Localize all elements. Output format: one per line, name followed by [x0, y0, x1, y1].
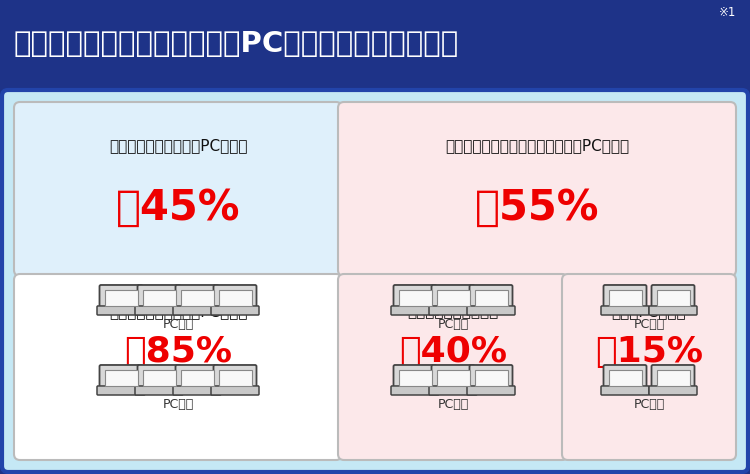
FancyBboxPatch shape	[652, 285, 694, 311]
FancyBboxPatch shape	[0, 0, 750, 88]
FancyBboxPatch shape	[338, 102, 736, 276]
FancyBboxPatch shape	[436, 290, 470, 306]
FancyBboxPatch shape	[475, 370, 508, 386]
FancyBboxPatch shape	[649, 306, 697, 315]
FancyBboxPatch shape	[608, 370, 641, 386]
FancyBboxPatch shape	[398, 290, 431, 306]
FancyBboxPatch shape	[104, 290, 137, 306]
FancyBboxPatch shape	[601, 306, 649, 315]
Text: 資産管理は出来ているPC端末群: 資産管理は出来ているPC端末群	[109, 304, 248, 319]
Text: 非管理PC端末群: 非管理PC端末群	[612, 304, 686, 319]
FancyBboxPatch shape	[214, 365, 256, 391]
FancyBboxPatch shape	[135, 386, 183, 395]
Text: 約45%: 約45%	[116, 187, 240, 229]
FancyBboxPatch shape	[2, 90, 748, 472]
FancyBboxPatch shape	[431, 285, 475, 311]
FancyBboxPatch shape	[391, 306, 439, 315]
Text: PC端末: PC端末	[162, 398, 194, 411]
FancyBboxPatch shape	[398, 370, 431, 386]
Text: PC端末: PC端末	[633, 398, 664, 411]
FancyBboxPatch shape	[429, 386, 477, 395]
FancyBboxPatch shape	[649, 386, 697, 395]
FancyBboxPatch shape	[137, 285, 181, 311]
FancyBboxPatch shape	[475, 290, 508, 306]
Text: 約85%: 約85%	[124, 335, 232, 369]
FancyBboxPatch shape	[218, 370, 251, 386]
FancyBboxPatch shape	[173, 386, 221, 395]
FancyBboxPatch shape	[429, 306, 477, 315]
Text: パッチ等の低い適用率: パッチ等の低い適用率	[407, 304, 499, 319]
FancyBboxPatch shape	[100, 285, 142, 311]
Text: PC端末: PC端末	[437, 398, 469, 411]
FancyBboxPatch shape	[181, 290, 214, 306]
Text: 衛生管理が出来ていない不衛生なPC端末群: 衛生管理が出来ていない不衛生なPC端末群	[445, 138, 629, 154]
FancyBboxPatch shape	[562, 274, 736, 460]
FancyBboxPatch shape	[214, 285, 256, 311]
Text: 約15%: 約15%	[595, 335, 703, 369]
FancyBboxPatch shape	[470, 285, 512, 311]
FancyBboxPatch shape	[436, 370, 470, 386]
FancyBboxPatch shape	[338, 274, 568, 460]
FancyBboxPatch shape	[656, 290, 689, 306]
Text: PC端末: PC端末	[162, 318, 194, 331]
FancyBboxPatch shape	[467, 306, 515, 315]
Text: PC端末: PC端末	[633, 318, 664, 331]
FancyBboxPatch shape	[656, 370, 689, 386]
FancyBboxPatch shape	[467, 386, 515, 395]
FancyBboxPatch shape	[608, 290, 641, 306]
FancyBboxPatch shape	[176, 285, 218, 311]
Text: ※1: ※1	[718, 6, 736, 19]
Text: PC端末: PC端末	[437, 318, 469, 331]
FancyBboxPatch shape	[470, 365, 512, 391]
FancyBboxPatch shape	[137, 365, 181, 391]
FancyBboxPatch shape	[218, 290, 251, 306]
FancyBboxPatch shape	[652, 365, 694, 391]
FancyBboxPatch shape	[97, 306, 145, 315]
FancyBboxPatch shape	[394, 285, 436, 311]
FancyBboxPatch shape	[391, 386, 439, 395]
FancyBboxPatch shape	[604, 285, 646, 311]
FancyBboxPatch shape	[100, 365, 142, 391]
FancyBboxPatch shape	[211, 386, 259, 395]
FancyBboxPatch shape	[97, 386, 145, 395]
FancyBboxPatch shape	[604, 365, 646, 391]
FancyBboxPatch shape	[14, 274, 342, 460]
FancyBboxPatch shape	[181, 370, 214, 386]
FancyBboxPatch shape	[14, 102, 342, 276]
FancyBboxPatch shape	[173, 306, 221, 315]
FancyBboxPatch shape	[211, 306, 259, 315]
Text: 脆弱性の温床となる不衛生なPC端末が半数以上の実態: 脆弱性の温床となる不衛生なPC端末が半数以上の実態	[14, 30, 459, 58]
FancyBboxPatch shape	[135, 306, 183, 315]
FancyBboxPatch shape	[104, 370, 137, 386]
FancyBboxPatch shape	[431, 365, 475, 391]
FancyBboxPatch shape	[601, 386, 649, 395]
FancyBboxPatch shape	[394, 365, 436, 391]
Text: 約55%: 約55%	[475, 187, 599, 229]
FancyBboxPatch shape	[176, 365, 218, 391]
FancyBboxPatch shape	[142, 370, 176, 386]
Text: 約40%: 約40%	[399, 335, 507, 369]
Text: 衛生管理が出来ているPC端末群: 衛生管理が出来ているPC端末群	[109, 138, 248, 154]
FancyBboxPatch shape	[142, 290, 176, 306]
